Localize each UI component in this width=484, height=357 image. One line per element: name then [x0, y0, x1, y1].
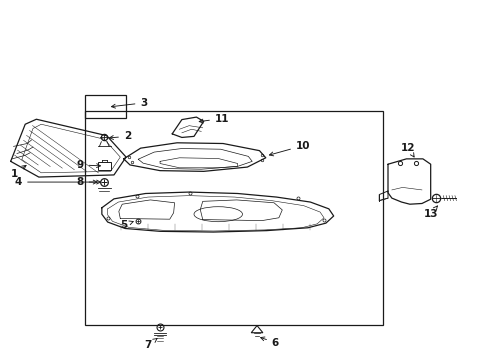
Text: 7: 7 — [144, 338, 157, 350]
Text: 5: 5 — [120, 220, 133, 230]
Text: 11: 11 — [199, 114, 229, 124]
Text: 8: 8 — [76, 177, 100, 187]
Text: 4: 4 — [15, 177, 97, 187]
Text: 10: 10 — [269, 141, 310, 156]
Bar — [85, 95, 126, 118]
Text: 1: 1 — [11, 165, 26, 179]
Bar — [98, 162, 110, 170]
Text: 2: 2 — [109, 131, 131, 141]
Bar — [85, 111, 382, 325]
Text: 12: 12 — [400, 143, 415, 157]
Text: 9: 9 — [76, 160, 100, 170]
Text: 13: 13 — [423, 206, 437, 219]
Text: 6: 6 — [260, 337, 278, 348]
Text: 3: 3 — [111, 98, 147, 108]
